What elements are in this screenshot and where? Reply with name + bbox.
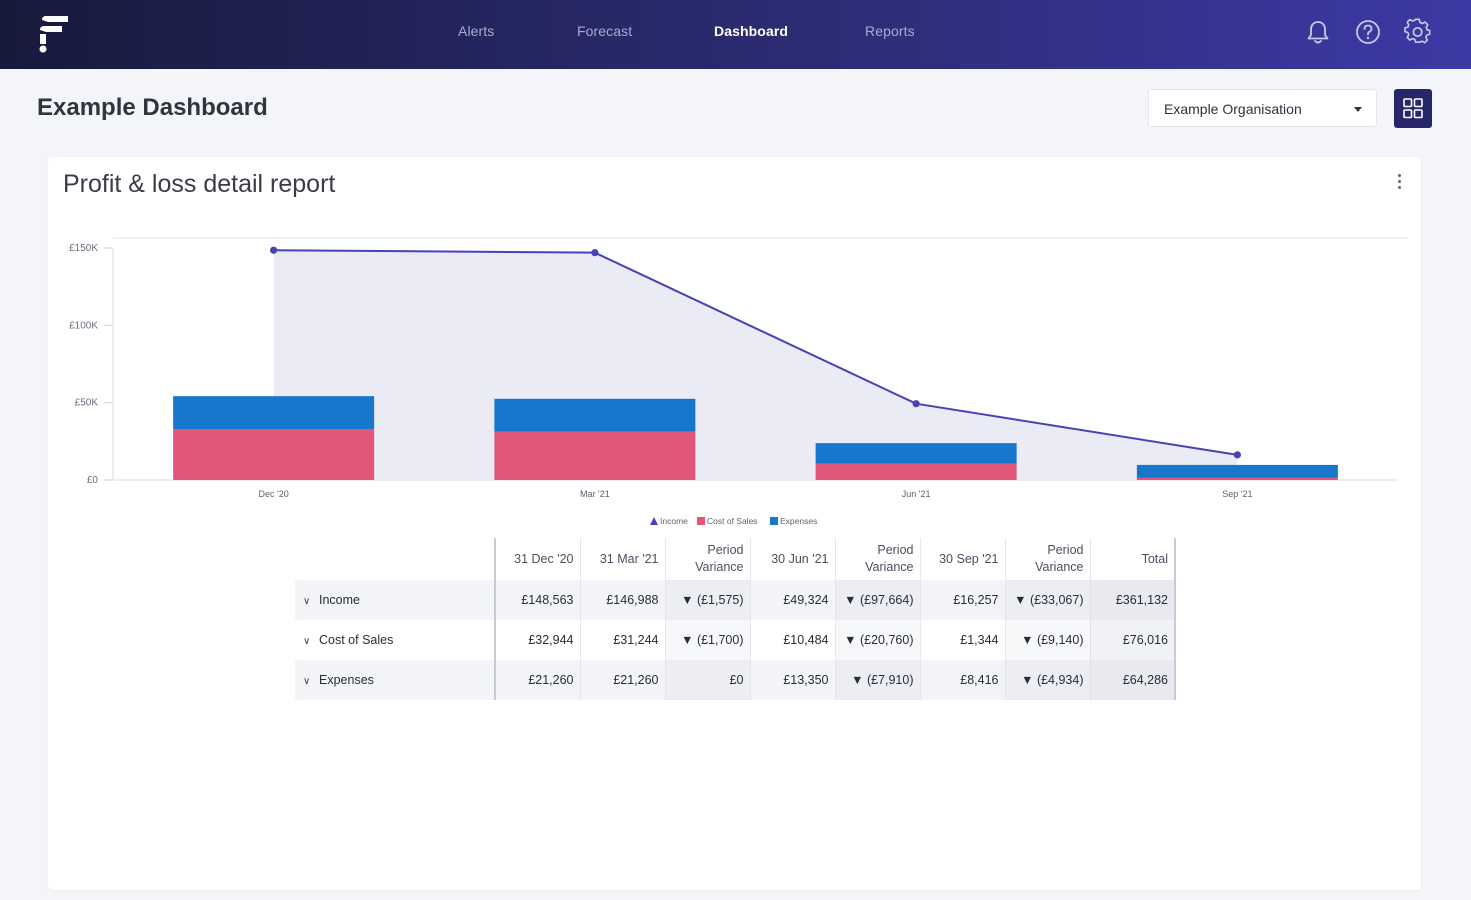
gear-icon[interactable] — [1404, 18, 1432, 46]
bar-cost-of-sales — [1136, 477, 1338, 480]
header-period-variance: Period Variance — [664, 538, 750, 580]
y-tick-label: £50K — [75, 398, 99, 409]
income-line — [273, 249, 1238, 456]
table-cell: £21,260 — [494, 660, 580, 700]
legend-label: Income — [660, 516, 688, 526]
x-tick-label: Sep '21 — [1222, 489, 1252, 499]
organisation-select-value: Example Organisation — [1164, 101, 1302, 117]
variance-cell: ▼ (£4,934) — [1004, 660, 1090, 700]
chevron-down-icon: ∨ — [303, 676, 311, 687]
page-title: Example Dashboard — [37, 94, 268, 121]
variance-cell: ▼ (£1,575) — [664, 580, 750, 620]
row-label-text: Expenses — [319, 673, 374, 687]
variance-cell: £0 — [664, 660, 750, 700]
profit-loss-table: 31 Dec '20 31 Mar '21 Period Variance 30 … — [295, 538, 1176, 700]
total-cell: £64,286 — [1089, 660, 1176, 700]
bar-expenses — [815, 443, 1017, 464]
header-30-sep-21: 30 Sep '21 — [919, 538, 1005, 580]
bar-cost-of-sales — [173, 429, 375, 480]
chevron-down-icon: ∨ — [303, 636, 311, 647]
table-cell: £8,416 — [919, 660, 1005, 700]
table-row-expenses: ∨ Expenses £21,260 £21,260 £0 £13,350 ▼ (… — [295, 660, 1176, 700]
header-31-mar-21: 31 Mar '21 — [579, 538, 665, 580]
question-circle-icon[interactable] — [1354, 18, 1382, 46]
table-cell: £31,244 — [579, 620, 665, 660]
chevron-down-icon: ∨ — [303, 596, 311, 607]
legend-marker — [770, 517, 778, 525]
nav-dashboard[interactable]: Dashboard — [714, 23, 789, 39]
income-point — [591, 249, 599, 257]
legend-marker — [697, 517, 705, 525]
variance-cell: ▼ (£7,910) — [834, 660, 920, 700]
variance-cell: ▼ (£1,700) — [664, 620, 750, 660]
bar-cost-of-sales — [494, 431, 696, 480]
profit-loss-report-card: Profit & loss detail report £0 £50K £100K £… — [48, 157, 1421, 890]
variance-cell: ▼ (£9,140) — [1004, 620, 1090, 660]
table-cell: £148,563 — [494, 580, 580, 620]
row-label-cost-of-sales[interactable]: ∨ Cost of Sales — [295, 620, 495, 660]
y-tick-label: £150K — [69, 243, 98, 254]
x-tick-label: Jun '21 — [902, 489, 931, 499]
header-period-variance: Period Variance — [1004, 538, 1090, 580]
table-cell: £1,344 — [919, 620, 1005, 660]
variance-cell: ▼ (£33,067) — [1004, 580, 1090, 620]
total-cell: £76,016 — [1089, 620, 1176, 660]
row-label-expenses[interactable]: ∨ Expenses — [295, 660, 495, 700]
row-label-text: Cost of Sales — [319, 633, 394, 647]
profit-loss-chart: £0 £50K £100K £150K Dec '20 Mar '21 Jun '21 Sep… — [69, 237, 1408, 526]
income-point — [270, 246, 278, 254]
income-area — [273, 250, 1238, 480]
header-31-dec-20: 31 Dec '20 — [494, 538, 580, 580]
row-label-text: Income — [319, 593, 360, 607]
table-cell: £49,324 — [749, 580, 835, 620]
bell-icon[interactable] — [1304, 18, 1332, 46]
grid-view-icon — [1403, 98, 1423, 119]
x-tick-label: Mar '21 — [580, 489, 610, 499]
nav-forecast[interactable]: Forecast — [577, 23, 633, 39]
card-title: Profit & loss detail report — [63, 170, 336, 198]
table-row-income: ∨ Income £148,563 £146,988 ▼ (£1,575) £49… — [295, 580, 1176, 620]
legend-marker-income — [650, 517, 658, 525]
bar-cost-of-sales — [815, 463, 1017, 480]
header-30-jun-21: 30 Jun '21 — [749, 538, 835, 580]
organisation-select[interactable]: Example Organisation — [1148, 89, 1377, 127]
table-cell: £146,988 — [579, 580, 665, 620]
table-cell: £10,484 — [749, 620, 835, 660]
nav-alerts[interactable]: Alerts — [458, 23, 495, 39]
income-point — [912, 400, 920, 408]
grid-view-button[interactable] — [1394, 89, 1432, 128]
legend-label: Cost of Sales — [707, 516, 758, 526]
fathom-logo-icon[interactable] — [38, 14, 72, 54]
y-tick-label: £100K — [69, 320, 98, 331]
table-header-row: 31 Dec '20 31 Mar '21 Period Variance 30 … — [295, 538, 1176, 580]
more-options-icon[interactable] — [1395, 174, 1403, 194]
variance-cell: ▼ (£20,760) — [834, 620, 920, 660]
row-label-income[interactable]: ∨ Income — [295, 580, 495, 620]
table-cell: £13,350 — [749, 660, 835, 700]
bar-expenses — [1136, 464, 1338, 478]
bar-expenses — [173, 396, 375, 430]
header-total: Total — [1089, 538, 1176, 580]
header-blank — [295, 538, 495, 580]
table-row-cost-of-sales: ∨ Cost of Sales £32,944 £31,244 ▼ (£1,700… — [295, 620, 1176, 660]
chevron-down-icon — [1354, 107, 1362, 112]
variance-cell: ▼ (£97,664) — [834, 580, 920, 620]
table-cell: £16,257 — [919, 580, 1005, 620]
header-period-variance: Period Variance — [834, 538, 920, 580]
table-cell: £32,944 — [494, 620, 580, 660]
income-point — [1233, 451, 1241, 459]
nav-reports[interactable]: Reports — [865, 23, 915, 39]
bar-expenses — [494, 398, 696, 432]
x-tick-label: Dec '20 — [259, 489, 289, 499]
total-cell: £361,132 — [1089, 580, 1176, 620]
table-cell: £21,260 — [579, 660, 665, 700]
y-tick-label: £0 — [87, 475, 99, 486]
legend-label: Expenses — [780, 516, 817, 526]
top-navigation-bar: Alerts Forecast Dashboard Reports — [0, 0, 1471, 69]
